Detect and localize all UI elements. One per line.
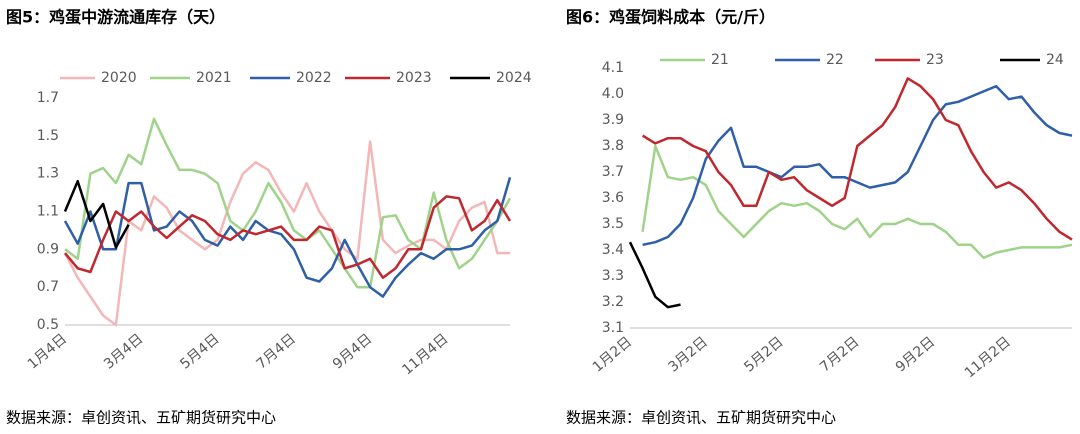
x-tick-label: 11月4日 (399, 331, 451, 378)
series-line (641, 144, 1073, 260)
legend-label: 2023 (396, 70, 432, 86)
series-line (63, 140, 510, 327)
legend-label: 2024 (496, 70, 532, 86)
chart-title: 图6：鸡蛋饲料成本（元/斤） (566, 8, 775, 27)
x-tick-label: 11月2日 (962, 334, 1014, 381)
x-tick-label: 1月4日 (25, 331, 70, 373)
series-line (628, 241, 681, 309)
y-tick-label: 3.2 (602, 294, 624, 310)
series-line (63, 179, 130, 249)
x-tick-label: 3月2日 (666, 334, 711, 376)
legend-label: 24 (1046, 52, 1064, 68)
y-tick-label: 1.5 (37, 128, 59, 144)
y-tick-label: 3.3 (602, 268, 624, 284)
y-tick-label: 0.7 (37, 279, 59, 295)
y-tick-label: 4.1 (602, 60, 624, 76)
y-tick-label: 3.9 (602, 112, 624, 128)
legend-label: 23 (926, 52, 944, 68)
legend-label: 2022 (296, 70, 332, 86)
y-tick-label: 0.9 (37, 241, 59, 257)
y-tick-label: 3.4 (602, 242, 624, 258)
series-line (64, 195, 512, 279)
x-tick-label: 9月4日 (330, 331, 375, 373)
x-tick-label: 9月2日 (893, 334, 938, 376)
y-tick-label: 3.5 (602, 216, 624, 232)
y-tick-label: 3.8 (602, 138, 624, 154)
y-tick-label: 3.7 (602, 164, 624, 180)
series-line (63, 177, 512, 298)
y-tick-label: 1.3 (37, 166, 59, 182)
legend-label: 2021 (196, 70, 232, 86)
source: 数据来源：卓创资讯、五矿期货研究中心 (566, 409, 836, 427)
x-tick-label: 7月2日 (817, 334, 862, 376)
chart-title: 图5：鸡蛋中游流通库存（天） (6, 8, 225, 27)
y-tick-label: 1.7 (37, 90, 59, 106)
x-tick-label: 5月4日 (177, 331, 222, 373)
y-tick-label: 3.1 (602, 320, 624, 336)
source: 数据来源：卓创资讯、五矿期货研究中心 (6, 409, 276, 427)
y-tick-label: 1.1 (37, 204, 59, 220)
series-line (64, 117, 512, 289)
series-line (642, 84, 1073, 247)
y-tick-label: 3.6 (602, 190, 624, 206)
legend-label: 22 (826, 52, 844, 68)
x-tick-label: 1月2日 (590, 334, 635, 376)
series-line (641, 77, 1073, 241)
legend-label: 2020 (101, 70, 137, 86)
legend-label: 21 (711, 52, 729, 68)
x-tick-label: 3月4日 (101, 331, 146, 373)
x-tick-label: 7月4日 (254, 331, 299, 373)
y-tick-label: 4.0 (602, 86, 624, 102)
y-tick-label: 0.5 (37, 317, 59, 333)
x-tick-label: 5月2日 (741, 334, 786, 376)
